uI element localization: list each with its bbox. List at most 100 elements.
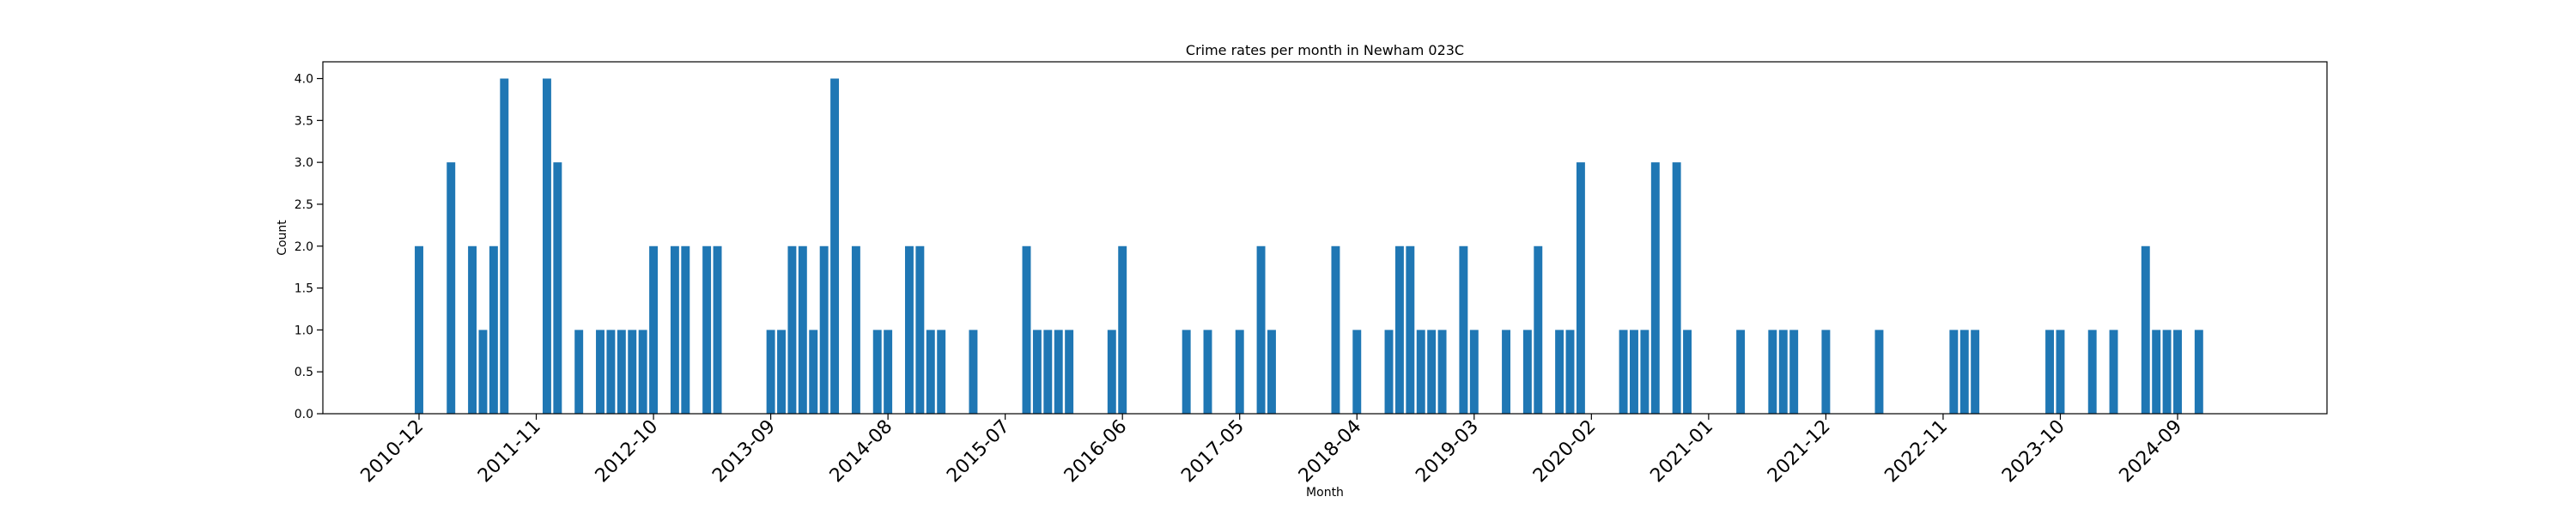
bar-2019-03 — [1469, 330, 1479, 414]
bar-2012-10 — [649, 245, 659, 414]
y-tick-label: 1.5 — [295, 282, 313, 296]
chart-title: Crime rates per month in Newham 023C — [1186, 42, 1464, 58]
bar-2011-07 — [489, 245, 498, 414]
bar-2017-07 — [1256, 245, 1266, 414]
bar-2015-01 — [937, 330, 946, 414]
bar-2021-04 — [1736, 330, 1746, 414]
x-axis-label: Month — [1306, 486, 1344, 500]
bar-2017-02 — [1203, 330, 1212, 414]
y-tick-label: 4.0 — [295, 73, 313, 87]
bar-2024-09 — [2173, 330, 2182, 414]
bar-2024-01 — [2087, 330, 2097, 414]
bar-2018-09 — [1406, 245, 1415, 414]
bar-2014-11 — [915, 245, 925, 414]
bar-2019-06 — [1502, 330, 1510, 414]
bar-2021-12 — [1821, 330, 1831, 414]
bar-2010-12 — [415, 245, 423, 414]
bar-2022-12 — [1949, 330, 1959, 414]
bar-2015-04 — [969, 330, 978, 414]
bar-2018-10 — [1416, 330, 1425, 414]
bar-2019-12 — [1565, 330, 1575, 414]
bar-2020-10 — [1672, 162, 1681, 414]
bar-2013-11 — [787, 245, 797, 414]
bar-2016-12 — [1182, 330, 1191, 414]
bar-2019-09 — [1534, 245, 1543, 414]
bar-2014-10 — [904, 245, 914, 414]
bar-2022-05 — [1874, 330, 1884, 414]
bar-2012-12 — [670, 245, 679, 414]
bar-2013-04 — [713, 245, 722, 414]
bar-2014-02 — [819, 245, 829, 414]
bar-2011-03 — [447, 162, 456, 414]
bar-2020-08 — [1650, 162, 1660, 414]
bar-2024-11 — [2194, 330, 2203, 414]
bar-2023-09 — [2045, 330, 2055, 414]
bar-2018-02 — [1331, 245, 1340, 414]
bar-2016-05 — [1107, 330, 1116, 414]
bar-2015-10 — [1032, 330, 1042, 414]
y-tick-label: 1.0 — [295, 324, 313, 337]
bar-2018-07 — [1384, 330, 1394, 414]
bar-2019-08 — [1522, 330, 1532, 414]
bar-2011-06 — [478, 330, 488, 414]
bar-2012-07 — [617, 330, 626, 414]
y-tick-label: 3.0 — [295, 156, 313, 170]
bar-2020-07 — [1640, 330, 1649, 414]
bar-2024-03 — [2109, 330, 2118, 414]
bar-2013-01 — [681, 245, 690, 414]
bars-layer — [415, 78, 2203, 415]
bar-2017-05 — [1235, 330, 1244, 414]
bar-2011-05 — [468, 245, 477, 414]
bar-2024-07 — [2152, 330, 2161, 414]
bar-2014-01 — [809, 330, 818, 414]
bar-2020-05 — [1619, 330, 1628, 414]
y-tick-label: 3.5 — [295, 114, 313, 128]
bar-2020-06 — [1630, 330, 1638, 414]
bar-2014-03 — [830, 78, 840, 415]
bar-2013-03 — [702, 245, 712, 414]
bar-2011-08 — [500, 78, 509, 415]
bar-2012-03 — [574, 330, 584, 414]
bar-2020-11 — [1683, 330, 1692, 414]
bar-2014-08 — [884, 330, 893, 414]
bar-2015-09 — [1022, 245, 1031, 414]
bar-2018-11 — [1427, 330, 1437, 414]
bar-2012-05 — [596, 330, 605, 414]
bar-2014-12 — [926, 330, 935, 414]
bar-2014-07 — [872, 330, 882, 414]
plot-area-frame — [322, 61, 2328, 415]
bar-2013-09 — [766, 330, 775, 414]
bar-2019-11 — [1555, 330, 1564, 414]
y-tick-label: 0.0 — [295, 408, 313, 421]
bar-2021-09 — [1789, 330, 1799, 414]
bar-2020-01 — [1576, 162, 1585, 414]
bar-2018-12 — [1437, 330, 1447, 414]
y-axis-label: Count — [276, 220, 289, 256]
bar-2013-12 — [798, 245, 807, 414]
bar-2019-02 — [1459, 245, 1468, 414]
y-axis: 0.0 0.5 1.0 1.5 2.0 2.5 3.0 3.5 4.0 — [295, 73, 323, 421]
bar-2024-08 — [2162, 330, 2172, 414]
bar-2018-08 — [1394, 245, 1404, 414]
bar-2012-09 — [638, 330, 647, 414]
bar-2021-08 — [1778, 330, 1788, 414]
bar-2015-11 — [1043, 330, 1053, 414]
bar-2024-06 — [2141, 245, 2150, 414]
bar-2012-08 — [628, 330, 637, 414]
bar-2012-01 — [553, 162, 562, 414]
bar-2011-12 — [542, 78, 551, 415]
bar-2023-10 — [2056, 330, 2065, 414]
bar-2018-04 — [1352, 330, 1362, 414]
bar-2014-05 — [851, 245, 860, 414]
y-tick-label: 0.5 — [295, 366, 313, 379]
bar-2015-12 — [1054, 330, 1063, 414]
bar-2023-02 — [1971, 330, 1980, 414]
bar-2017-08 — [1267, 330, 1276, 414]
bar-2016-06 — [1118, 245, 1127, 414]
bar-2021-07 — [1768, 330, 1777, 414]
y-tick-label: 2.0 — [295, 240, 313, 254]
bar-2012-06 — [606, 330, 616, 414]
bar-2016-01 — [1065, 330, 1074, 414]
